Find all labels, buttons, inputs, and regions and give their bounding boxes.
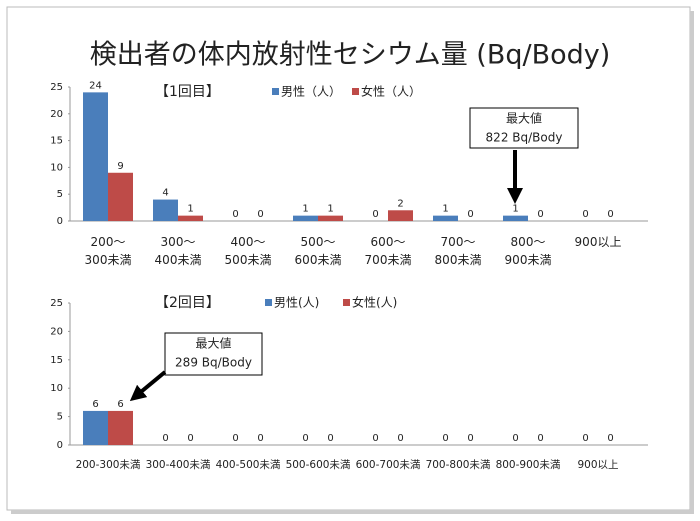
x-tick-label: 200～ 300未満	[85, 235, 132, 267]
page-title: 検出者の体内放射性セシウム量 (Bq/Body)	[90, 40, 611, 71]
data-label: 4	[162, 188, 168, 199]
data-label: 0	[257, 433, 263, 444]
data-label: 0	[467, 433, 473, 444]
x-tick-label: 700～ 800未満	[435, 235, 482, 267]
y-tick-label: 20	[50, 326, 63, 337]
bar	[108, 172, 133, 221]
bar	[503, 215, 528, 221]
legend-swatch	[343, 299, 350, 306]
x-tick-label: 300-400未満	[146, 459, 211, 471]
x-tick-label: 300～ 400未満	[155, 235, 202, 267]
bar	[153, 199, 178, 221]
x-tick-label: 900以上	[575, 235, 622, 249]
bar	[178, 215, 203, 221]
x-tick-label: 400～ 500未満	[225, 235, 272, 267]
bar	[318, 215, 343, 221]
y-tick-label: 5	[57, 412, 63, 423]
legend-label: 男性（人）	[281, 85, 341, 99]
x-tick-label: 600-700未満	[356, 459, 421, 471]
legend-swatch	[272, 88, 279, 95]
x-tick-label: 900以上	[577, 459, 618, 471]
legend-label: 男性(人)	[274, 296, 319, 310]
data-label: 0	[442, 433, 448, 444]
annotation-text: 289 Bq/Body	[175, 356, 252, 370]
frame-shadow	[690, 11, 694, 514]
y-tick-label: 10	[50, 162, 63, 173]
chart-subtitle: 【1回目】	[155, 84, 220, 100]
data-label: 0	[302, 433, 308, 444]
annotation-text: 822 Bq/Body	[486, 131, 563, 145]
data-label: 0	[327, 433, 333, 444]
data-label: 0	[397, 433, 403, 444]
y-tick-label: 15	[50, 355, 63, 366]
data-label: 2	[397, 198, 403, 209]
y-tick-label: 0	[57, 216, 63, 227]
x-tick-label: 500-600未満	[286, 459, 351, 471]
annotation-arrow	[129, 370, 167, 402]
data-label: 0	[162, 433, 168, 444]
data-label: 0	[372, 209, 378, 220]
data-label: 9	[117, 161, 123, 172]
data-label: 0	[607, 209, 613, 220]
bar	[108, 410, 133, 445]
data-label: 1	[327, 204, 333, 215]
y-tick-label: 10	[50, 383, 63, 394]
data-label: 0	[187, 433, 193, 444]
y-tick-label: 15	[50, 136, 63, 147]
annotation-box	[469, 107, 579, 149]
legend-label: 女性（人）	[361, 84, 421, 99]
bar	[388, 210, 413, 221]
annotation-box	[164, 332, 263, 376]
legend-swatch	[265, 299, 272, 306]
data-label: 0	[372, 433, 378, 444]
data-label: 0	[467, 209, 473, 220]
data-label: 6	[117, 399, 123, 410]
bar	[293, 215, 318, 221]
data-label: 1	[442, 204, 448, 215]
legend-label: 女性(人)	[352, 295, 397, 310]
x-tick-label: 600～ 700未満	[365, 235, 412, 267]
annotation-text: 最大値	[195, 336, 231, 351]
x-tick-label: 500～ 600未満	[295, 235, 342, 267]
data-label: 1	[302, 204, 308, 215]
data-label: 6	[92, 399, 98, 410]
data-label: 0	[537, 209, 543, 220]
data-label: 0	[582, 209, 588, 220]
data-label: 1	[187, 204, 193, 215]
chart-subtitle: 【2回目】	[155, 295, 220, 311]
y-tick-label: 25	[50, 298, 63, 309]
data-label: 0	[582, 433, 588, 444]
x-tick-label: 200-300未満	[76, 459, 141, 471]
legend-swatch	[352, 88, 359, 95]
annotation-text: 最大値	[506, 111, 542, 126]
y-tick-label: 5	[57, 189, 63, 200]
x-tick-label: 800-900未満	[496, 459, 561, 471]
data-label: 1	[512, 204, 518, 215]
bar	[83, 410, 108, 445]
data-label: 0	[232, 209, 238, 220]
data-label: 0	[537, 433, 543, 444]
x-tick-label: 800～ 900未満	[505, 235, 552, 267]
bar	[83, 92, 108, 221]
y-tick-label: 0	[57, 440, 63, 451]
data-label: 24	[89, 80, 102, 91]
data-label: 0	[232, 433, 238, 444]
data-label: 0	[257, 209, 263, 220]
x-tick-label: 700-800未満	[426, 459, 491, 471]
bar	[433, 215, 458, 221]
x-tick-label: 400-500未満	[216, 459, 281, 471]
data-label: 0	[512, 433, 518, 444]
y-tick-label: 20	[50, 109, 63, 120]
y-tick-label: 25	[50, 82, 63, 93]
data-label: 0	[607, 433, 613, 444]
frame-shadow	[11, 510, 694, 514]
